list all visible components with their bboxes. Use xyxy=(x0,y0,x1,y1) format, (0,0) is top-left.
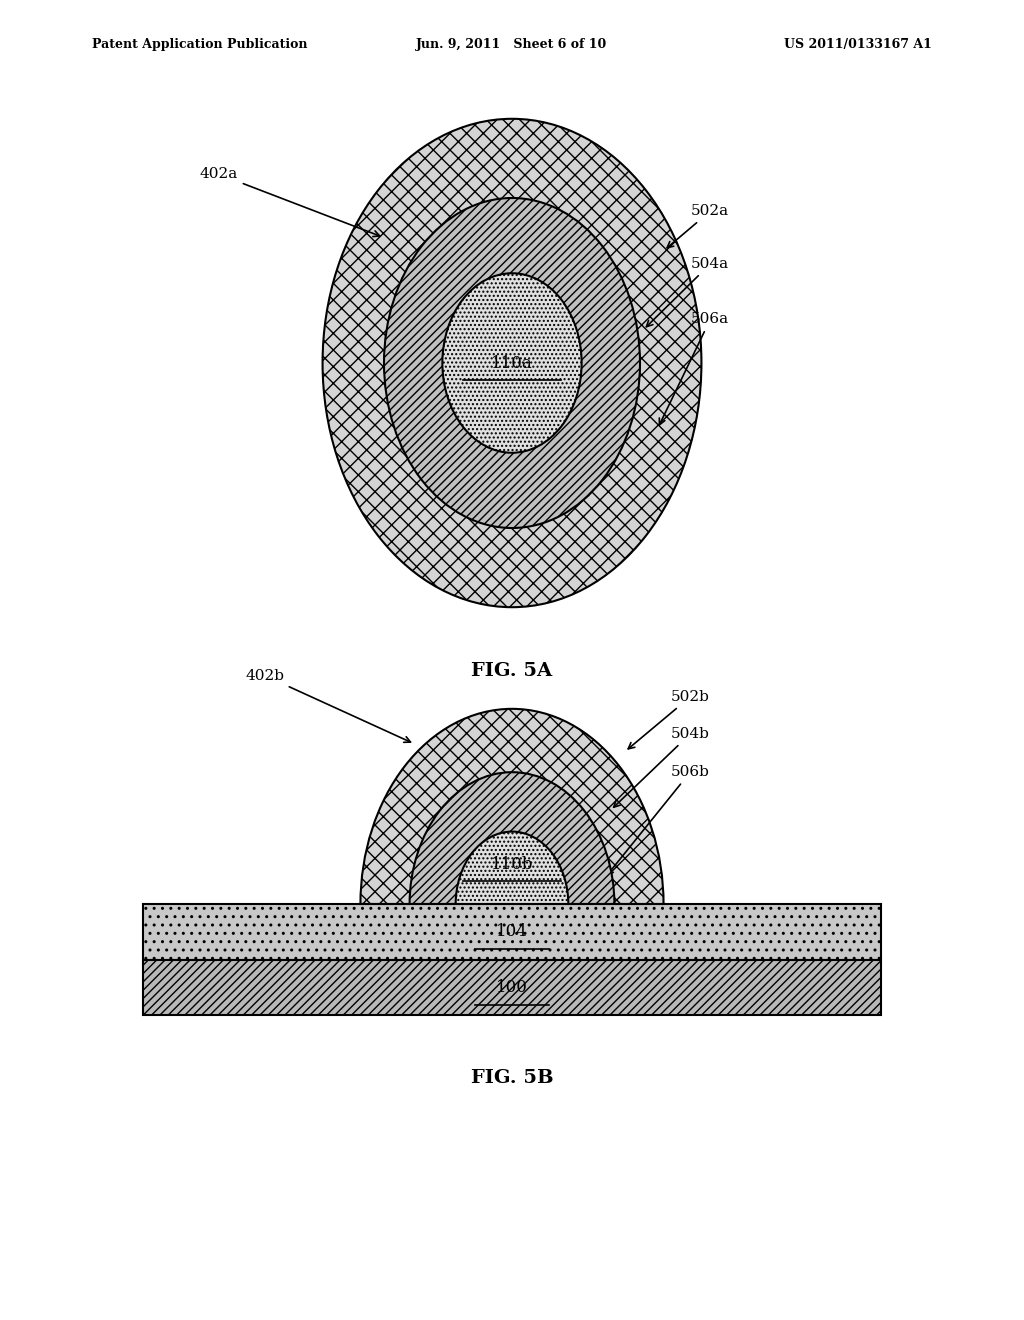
Bar xyxy=(143,904,881,960)
Text: 110b: 110b xyxy=(490,855,534,873)
Text: Patent Application Publication: Patent Application Publication xyxy=(92,38,307,51)
Text: 402b: 402b xyxy=(246,669,411,742)
Wedge shape xyxy=(456,832,568,904)
Text: 506a: 506a xyxy=(659,313,729,425)
Text: FIG. 5A: FIG. 5A xyxy=(471,661,553,680)
Text: 504b: 504b xyxy=(613,727,710,808)
Text: Jun. 9, 2011   Sheet 6 of 10: Jun. 9, 2011 Sheet 6 of 10 xyxy=(417,38,607,51)
Text: US 2011/0133167 A1: US 2011/0133167 A1 xyxy=(784,38,932,51)
Text: 100: 100 xyxy=(496,979,528,995)
Text: 502b: 502b xyxy=(628,690,710,748)
Text: FIG. 5B: FIG. 5B xyxy=(471,1069,553,1088)
Text: 104: 104 xyxy=(496,924,528,940)
Text: 506b: 506b xyxy=(607,766,710,875)
Text: 502a: 502a xyxy=(667,205,729,248)
Wedge shape xyxy=(360,709,664,904)
Circle shape xyxy=(323,119,701,607)
Circle shape xyxy=(384,198,640,528)
Bar xyxy=(143,960,881,1015)
Text: 402a: 402a xyxy=(200,168,380,236)
Text: 504a: 504a xyxy=(646,257,729,327)
Wedge shape xyxy=(410,772,614,904)
Circle shape xyxy=(442,273,582,453)
Text: 110a: 110a xyxy=(492,355,532,371)
